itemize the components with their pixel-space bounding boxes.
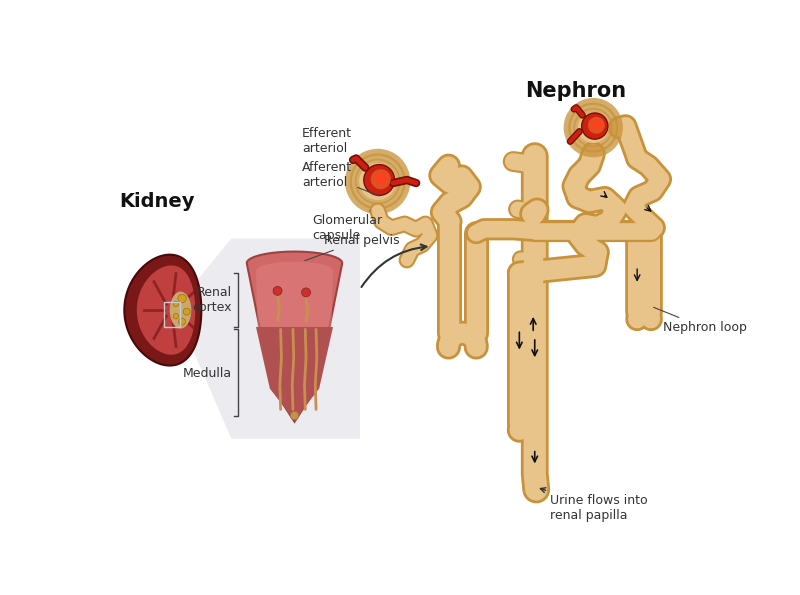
Circle shape (593, 120, 602, 129)
Circle shape (302, 288, 310, 297)
Text: Afferent
arteriol: Afferent arteriol (302, 161, 379, 196)
Polygon shape (256, 262, 333, 327)
Circle shape (376, 173, 387, 184)
Polygon shape (137, 265, 195, 355)
Circle shape (174, 301, 178, 306)
Text: Nephron: Nephron (525, 82, 626, 101)
Circle shape (178, 318, 186, 325)
Text: Renal
cortex: Renal cortex (193, 286, 232, 314)
Polygon shape (246, 252, 342, 422)
Polygon shape (124, 255, 202, 365)
Circle shape (588, 117, 605, 134)
Circle shape (582, 113, 608, 139)
Ellipse shape (170, 292, 191, 328)
Circle shape (178, 295, 186, 303)
Circle shape (364, 165, 394, 195)
Text: Nephron loop: Nephron loop (654, 307, 746, 334)
Circle shape (370, 169, 390, 189)
Circle shape (183, 308, 190, 315)
Text: Efferent
arteriol: Efferent arteriol (302, 127, 354, 160)
Polygon shape (256, 327, 333, 420)
Text: Medulla: Medulla (183, 367, 232, 380)
Text: Kidney: Kidney (119, 192, 194, 211)
Text: Urine flows into
renal papilla: Urine flows into renal papilla (540, 488, 648, 522)
Circle shape (359, 163, 396, 200)
Circle shape (578, 112, 609, 143)
Circle shape (273, 286, 282, 295)
Circle shape (290, 411, 298, 420)
Circle shape (174, 314, 178, 319)
Polygon shape (179, 239, 360, 439)
Text: Renal pelvis: Renal pelvis (305, 233, 399, 261)
Text: Glomerular
capsule: Glomerular capsule (312, 211, 382, 242)
Bar (164, 302, 180, 327)
